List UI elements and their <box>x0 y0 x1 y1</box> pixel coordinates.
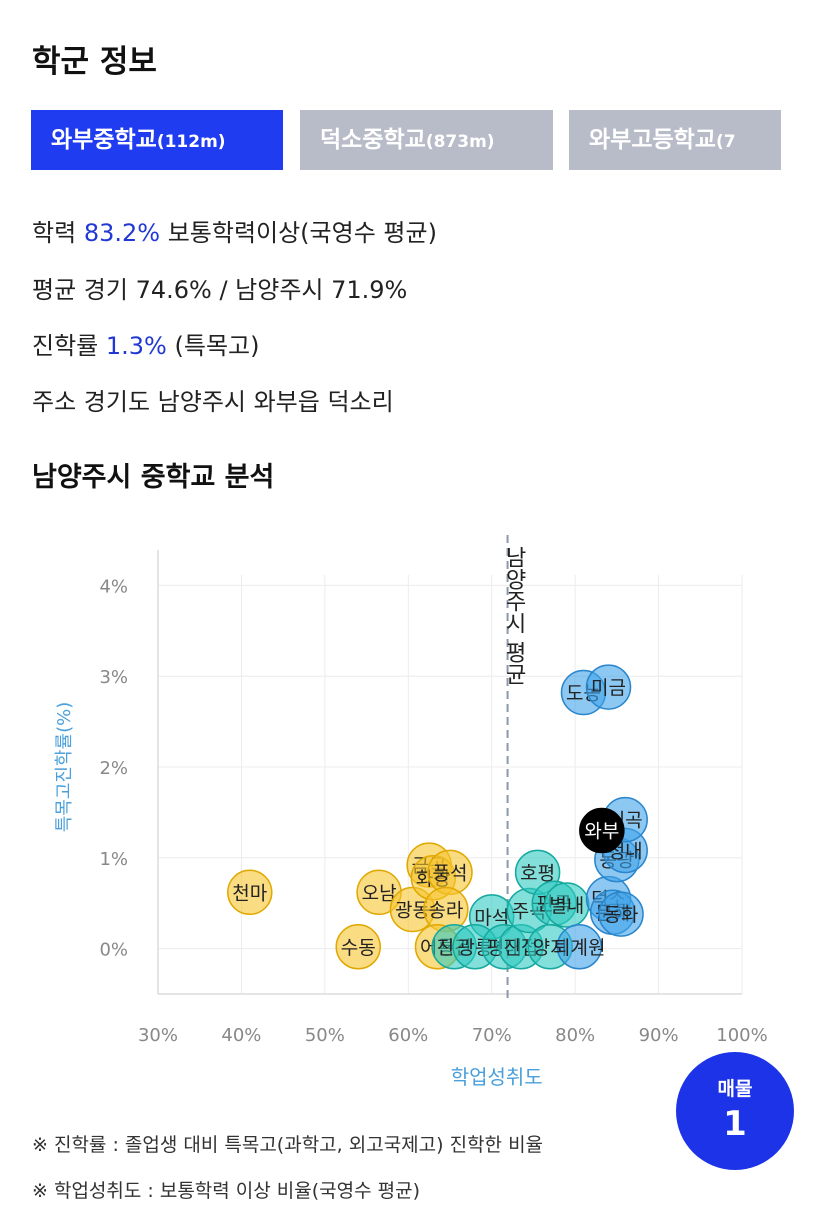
x-axis-title: 학업성취도 <box>451 1065 543 1089</box>
x-tick-label: 90% <box>639 1025 679 1046</box>
y-tick-label: 2% <box>99 758 128 779</box>
info-label: 진학률 <box>32 332 99 360</box>
average-reference-label: 남양주시 평균 <box>501 546 526 685</box>
scatter-point <box>579 807 625 854</box>
academic-rate: 83.2% <box>83 219 161 247</box>
listings-count: 1 <box>723 1104 747 1144</box>
scatter-point-label: 동화 <box>604 904 639 926</box>
x-tick-label: 80% <box>555 1025 595 1046</box>
tab-wabu-high[interactable]: 와부고등학교(7 <box>569 110 781 170</box>
info-advancement: 진학률 1.3% (특목고) <box>32 326 259 361</box>
tab-distance: (873m) <box>425 132 495 152</box>
x-tick-label: 40% <box>221 1025 261 1046</box>
scatter-point <box>585 664 632 710</box>
scatter-point-label: 퇴계원 <box>553 937 605 959</box>
note-advancement: ※ 진학률 : 졸업생 대비 특목고(과학고, 외고국제고) 진학한 비율 <box>32 1134 544 1156</box>
scatter-point-label: 마석 <box>474 907 509 929</box>
info-academic: 학력 83.2% 보통학력이상(국영수 평균) <box>32 213 437 248</box>
info-average: 평균 경기 74.6% / 남양주시 71.9% <box>32 276 408 304</box>
scatter-point-label: 미금 <box>591 677 626 699</box>
y-tick-label: 0% <box>99 940 128 961</box>
scatter-point-label: 와부 <box>584 821 619 843</box>
x-tick-label: 70% <box>472 1025 512 1046</box>
tab-school-name: 와부고등학교 <box>589 127 716 153</box>
y-tick-label: 3% <box>99 667 128 688</box>
tab-wabu-middle[interactable]: 와부중학교(112m) <box>31 110 283 170</box>
scatter-point <box>335 924 381 970</box>
page-title: 학군 정보 <box>32 44 157 80</box>
scatter-point-label: 오남 <box>362 882 397 904</box>
scatter-point-label: 수동 <box>341 937 376 959</box>
school-tabs: 와부중학교(112m) 덕소중학교(873m) 와부고등학교(7 <box>31 110 781 170</box>
advancement-rate: 1.3% <box>105 332 167 360</box>
info-suffix: 보통학력이상(국영수 평균) <box>167 219 437 247</box>
x-tick-label: 100% <box>716 1025 767 1046</box>
y-tick-label: 4% <box>99 576 128 597</box>
tab-school-name: 와부중학교 <box>51 127 157 153</box>
listings-label: 매물 <box>717 1078 753 1100</box>
info-suffix: (특목고) <box>174 332 260 360</box>
tab-school-name: 덕소중학교 <box>320 127 426 153</box>
scatter-chart: 0% 1% 2% 3% 4% 30% 40% 50% 60% 70% 80% 90% 100% 남양주시 … <box>54 535 768 1089</box>
y-axis-title: 특목고진학률(%) <box>54 702 75 833</box>
scatter-point-label: 풍석 <box>433 862 468 884</box>
tab-distance: (7 <box>715 132 736 152</box>
scatter-point-label: 송라 <box>428 900 463 922</box>
scatter-point-label: 천마 <box>232 882 267 904</box>
scatter-point <box>227 869 273 916</box>
y-tick-label: 1% <box>99 849 128 870</box>
tab-distance: (112m) <box>156 132 226 152</box>
scatter-point-label: 호평 <box>520 862 555 884</box>
scatter-point-label: 별내 <box>549 895 584 917</box>
note-achievement: ※ 학업성취도 : 보통학력 이상 비율(국영수 평균) <box>32 1180 421 1202</box>
listings-button[interactable]: 매물 1 <box>676 1052 794 1170</box>
info-label: 학력 <box>32 219 77 247</box>
info-address: 주소 경기도 남양주시 와부읍 덕소리 <box>32 388 394 416</box>
x-tick-label: 50% <box>305 1025 345 1046</box>
scatter-point <box>556 924 603 970</box>
scatter-point <box>598 891 644 937</box>
tab-deokso-middle[interactable]: 덕소중학교(873m) <box>300 110 553 170</box>
x-tick-label: 60% <box>388 1025 428 1046</box>
section-title: 남양주시 중학교 분석 <box>32 462 275 493</box>
scatter-point-label: 광동 <box>395 900 430 922</box>
x-tick-label: 30% <box>138 1025 178 1046</box>
